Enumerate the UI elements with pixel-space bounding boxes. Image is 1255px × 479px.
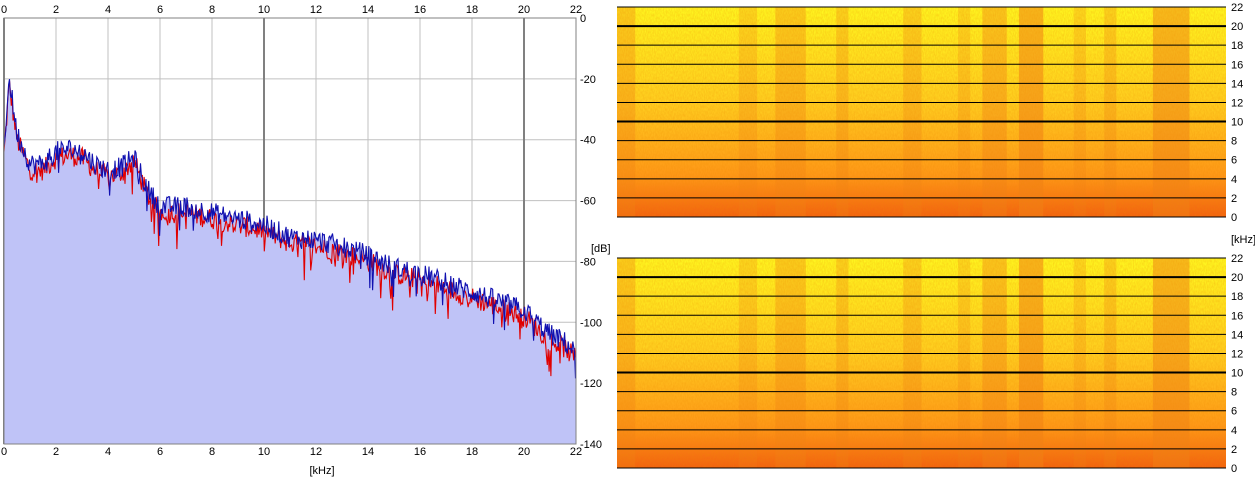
y-tick-label: -40 xyxy=(580,135,596,147)
y-axis-label: [dB] xyxy=(591,243,611,255)
spectrogram-y-tick-label: 4 xyxy=(1231,174,1237,186)
spectrogram-y-tick-label: 10 xyxy=(1231,368,1243,380)
x-tick-label-top: 22 xyxy=(570,4,582,16)
x-tick-label-top: 14 xyxy=(362,4,374,16)
spectrogram-top-noise xyxy=(617,7,1226,217)
x-tick-label-bottom: 22 xyxy=(570,446,582,458)
spectrogram-bottom-gridlines xyxy=(617,257,1226,469)
spectrogram-y-tick-label: 8 xyxy=(1231,387,1237,399)
spectrogram-y-tick-label: 0 xyxy=(1231,212,1237,224)
x-tick-label-top: 20 xyxy=(518,4,530,16)
spectrogram-y-axis-label: [kHz] xyxy=(1231,234,1255,246)
y-tick-label: -80 xyxy=(580,256,596,268)
y-tick-label: -140 xyxy=(580,439,602,451)
y-tick-label: 0 xyxy=(580,13,586,25)
spectrum-fill-area xyxy=(4,79,576,444)
x-tick-label-top: 18 xyxy=(466,4,478,16)
spectrogram-y-tick-label: 12 xyxy=(1231,348,1243,360)
x-tick-labels-top: 0 2 4 6 8 10 12 14 16 18 20 22 xyxy=(1,4,582,16)
spectrogram-top-gridlines xyxy=(617,6,1226,218)
series-line-2 xyxy=(3,79,577,379)
series-lines xyxy=(3,79,577,379)
spectrogram-y-tick-label: 2 xyxy=(1231,444,1237,456)
x-tick-label-top: 16 xyxy=(414,4,426,16)
spectrogram-y-tick-label: 18 xyxy=(1231,291,1243,303)
x-tick-label-bottom: 12 xyxy=(310,446,322,458)
x-axis-label: [kHz] xyxy=(309,465,334,477)
x-tick-label-bottom: 0 xyxy=(1,446,7,458)
spectrogram-y-tick-label: 6 xyxy=(1231,406,1237,418)
x-tick-label-bottom: 8 xyxy=(209,446,215,458)
spectrogram-y-tick-label: 2 xyxy=(1231,193,1237,205)
spectrogram-y-tick-label: 14 xyxy=(1231,329,1243,341)
spectrogram-y-tick-label: 16 xyxy=(1231,59,1243,71)
x-tick-label-bottom: 6 xyxy=(157,446,163,458)
spectrogram-y-tick-label: 22 xyxy=(1231,253,1243,265)
spectrogram-bottom-noise xyxy=(617,258,1226,468)
x-tick-label-bottom: 18 xyxy=(466,446,478,458)
spectrogram-y-tick-label: 18 xyxy=(1231,40,1243,52)
y-tick-labels: 0 -20 -40 -60 -80 -100 -120 -140 xyxy=(580,13,602,451)
spectrogram-y-tick-label: 20 xyxy=(1231,21,1243,33)
x-tick-label-top: 0 xyxy=(1,4,7,16)
x-tick-label-bottom: 20 xyxy=(518,446,530,458)
spectrogram-y-tick-label: 8 xyxy=(1231,136,1237,148)
series-line-1 xyxy=(3,80,577,377)
x-tick-label-top: 4 xyxy=(105,4,111,16)
spectrogram-y-tick-label: 0 xyxy=(1231,463,1237,475)
x-tick-labels-bottom: 0 2 4 6 8 10 12 14 16 18 20 22 xyxy=(1,446,582,458)
spectrogram-y-tick-label: 20 xyxy=(1231,272,1243,284)
x-tick-label-bottom: 2 xyxy=(53,446,59,458)
x-tick-label-bottom: 16 xyxy=(414,446,426,458)
spectrum-chart: 0 2 4 6 8 10 12 14 16 18 20 22 0 2 4 6 8 10 12 14 16 18 20 22 … xyxy=(1,4,611,477)
spectrogram-y-tick-label: 4 xyxy=(1231,425,1237,437)
y-tick-label: -60 xyxy=(580,196,596,208)
spectrogram-y-tick-label: 22 xyxy=(1231,2,1243,14)
spectrogram-y-tick-label: 16 xyxy=(1231,310,1243,322)
x-tick-label-top: 12 xyxy=(310,4,322,16)
x-tick-label-top: 8 xyxy=(209,4,215,16)
plot-frame xyxy=(3,17,577,445)
spectrogram-y-tick-label: 10 xyxy=(1231,117,1243,129)
y-tick-label: -100 xyxy=(580,317,602,329)
spectrogram-y-tick-label: 6 xyxy=(1231,155,1237,167)
x-tick-label-bottom: 14 xyxy=(362,446,374,458)
x-tick-label-top: 6 xyxy=(157,4,163,16)
x-tick-label-bottom: 10 xyxy=(258,446,270,458)
x-tick-label-top: 10 xyxy=(258,4,270,16)
spectrogram-y-tick-label: 12 xyxy=(1231,97,1243,109)
spectrogram-y-tick-label: 14 xyxy=(1231,78,1243,90)
y-tick-label: -120 xyxy=(580,378,602,390)
x-tick-label-top: 2 xyxy=(53,4,59,16)
x-tick-label-bottom: 4 xyxy=(105,446,111,458)
y-tick-label: -20 xyxy=(580,74,596,86)
